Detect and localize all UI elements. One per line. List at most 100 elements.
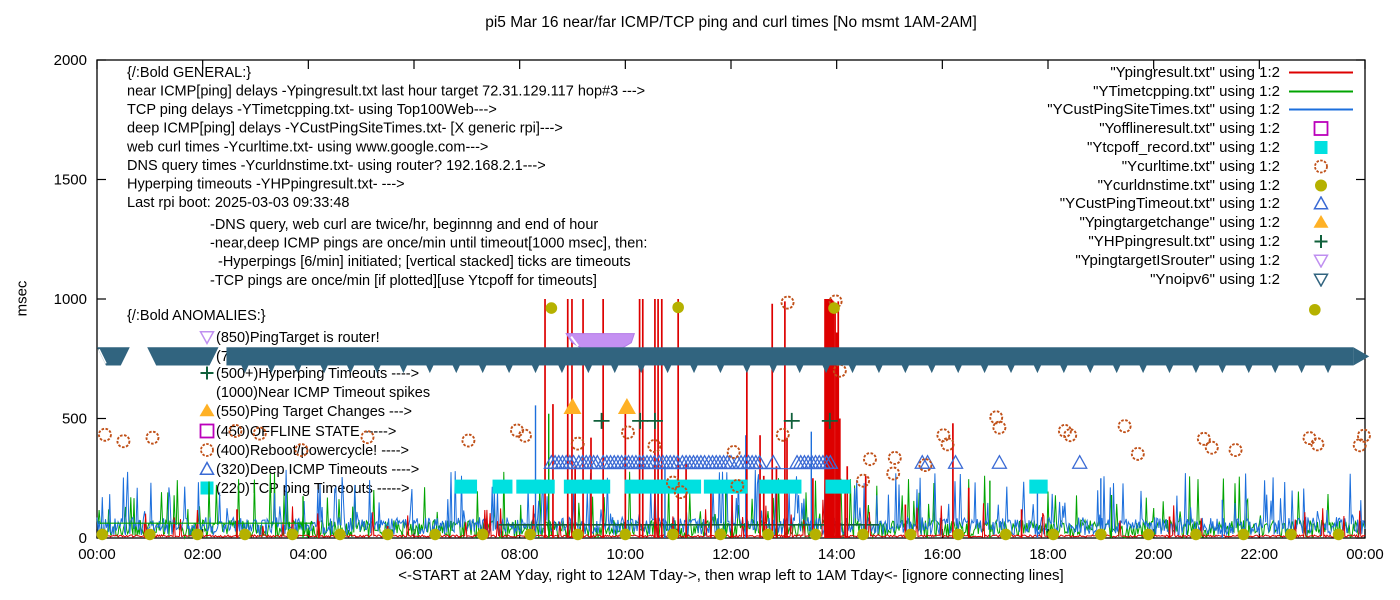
axes: 00:00 02:00 04:00 06:00 08:00 10:00 12:00 14:00… [54, 52, 1384, 563]
legend-label: "Ycurltime.txt" using 1:2 [1121, 157, 1280, 175]
target-change-marker-icon [199, 403, 215, 417]
tri-down-marker-icon [1313, 254, 1329, 268]
deep-timeout-marker-icon [1313, 196, 1329, 210]
dns-time-point-high [545, 302, 558, 314]
dns-time-point [96, 528, 109, 541]
noipv6-marker-tip [584, 364, 593, 374]
noipv6-band-piece [147, 347, 219, 366]
general-indented-line: -DNS query, web curl are twice/hr, begin… [210, 217, 598, 233]
legend-row: "Ynoipv6" using 1:2 [1047, 270, 1356, 289]
noipv6-marker-tip [1059, 364, 1068, 374]
legend-marker-circle-open [1314, 159, 1328, 174]
curl-time-point [518, 428, 532, 443]
y-tick-label: 0 [79, 530, 87, 547]
curl-time-point [145, 430, 160, 445]
dns-time-point [1190, 528, 1202, 541]
tcp-ping-trace [96, 471, 1366, 540]
noipv6-marker-tip [478, 364, 487, 374]
curl-time-point [228, 423, 243, 438]
curl-time-point [730, 478, 745, 493]
legend-row: "YTimetcpping.txt" using 1:2 [1047, 82, 1356, 101]
legend-marker-circle [1315, 179, 1327, 192]
legend-label: "Yofflineresult.txt" using 1:2 [1099, 120, 1280, 138]
dns-time-point-high [828, 302, 840, 314]
dns-time-point [619, 528, 632, 541]
dns-time-point [144, 528, 156, 541]
general-indented-line: -near,deep ICMP pings are once/min until… [210, 236, 647, 252]
annotations-layer: {/:Bold GENERAL:} near ICMP[ping] delays … [126, 65, 647, 497]
dns-time-point [999, 528, 1012, 541]
curl-time-point [936, 428, 951, 443]
tcpoff-segment [624, 479, 665, 494]
dns-time-point [1237, 528, 1250, 541]
dns-time-point [857, 528, 869, 541]
legend-marker-plus [1314, 235, 1328, 249]
legend-label: "YTimetcpping.txt" using 1:2 [1093, 82, 1280, 100]
curl-time-point [461, 433, 476, 448]
legend-row: "Ypingresult.txt" using 1:2 [1047, 63, 1356, 82]
dns-time-point [904, 528, 917, 541]
legend-row: "YHPpingresult.txt" using 1:2 [1047, 232, 1356, 251]
y-tick-label: 2000 [54, 52, 87, 69]
curl-time-point [1310, 437, 1325, 452]
x-tick-label: 00:00 [1346, 546, 1384, 563]
anomaly-line: (550)Ping Target Changes ---> [216, 404, 412, 420]
dns-time-point [476, 528, 489, 541]
deep-timeout-marker [765, 454, 782, 469]
curl-time-point [116, 434, 131, 449]
noipv6-marker-tip [610, 364, 619, 374]
general-line: Hyperping timeouts -YHPpingresult.txt- -… [127, 177, 405, 193]
noipv6-marker-tip [452, 364, 461, 374]
dns-marker-icon [1315, 179, 1327, 192]
anomalies-header: {/:Bold ANOMALIES:} [127, 308, 266, 324]
y-tick-label: 1500 [54, 172, 87, 189]
noipv6-marker-tip [716, 364, 725, 374]
anomaly-line: (400)Reboot/powercycle! ----> [216, 443, 409, 459]
curl-time-point [1063, 428, 1078, 443]
plot-title: pi5 Mar 16 near/far ICMP/TCP ping and cu… [485, 14, 977, 31]
noipv6-marker-tip [267, 364, 276, 374]
noipv6-marker-tip [425, 364, 434, 374]
noipv6-marker-tip [505, 364, 514, 374]
legend-row: "Ypingtargetchange" using 1:2 [1047, 213, 1356, 232]
legend-label: "YpingtargetISrouter" using 1:2 [1075, 251, 1280, 269]
noipv6-marker-tip [1007, 364, 1016, 374]
legend-marker-square [1314, 141, 1328, 155]
noipv6-marker-tip [1218, 364, 1227, 374]
anomaly-line: (1000)Near ICMP Timeout spikes [216, 385, 430, 401]
legend-marker-tri-up [1313, 215, 1329, 228]
dns-time-point [191, 528, 204, 541]
legend-row: "Ycurldnstime.txt" using 1:2 [1047, 176, 1356, 195]
noipv6-marker-tip [927, 364, 936, 374]
noipv6-marker-tip [795, 364, 804, 374]
legend-marker-tri-down-open [1313, 254, 1329, 268]
target-change-marker [563, 398, 582, 415]
curl-time-point [1117, 419, 1132, 434]
legend: "Ypingresult.txt" using 1:2 "YTimetcpping… [1047, 63, 1356, 289]
legend-row: "YCustPingSiteTimes.txt" using 1:2 [1047, 101, 1356, 120]
tri-down-marker-icon [199, 331, 215, 346]
anomaly-line: (320)Deep ICMP Timeouts ----> [216, 462, 419, 478]
curl-time-point [294, 443, 309, 457]
noipv6-marker-tip [1086, 364, 1095, 374]
curl-time-point [832, 363, 847, 378]
deep-timeout-marker-icon [199, 460, 215, 475]
isrouter-band-slash [570, 336, 579, 347]
noipv6-marker-tip [557, 364, 566, 374]
general-line: DNS query times -Ycurldnstime.txt- using… [127, 158, 546, 174]
deep-timeout-marker [822, 454, 839, 469]
x-tick-label: 08:00 [501, 546, 539, 563]
curl-time-point [1356, 428, 1371, 443]
curl-time-point [856, 473, 871, 488]
noipv6-marker-tip [954, 364, 963, 374]
legend-row: "Yofflineresult.txt" using 1:2 [1047, 119, 1356, 138]
dns-time-point [1285, 528, 1297, 541]
tcpoff-segment [703, 479, 748, 494]
curl-time-point [647, 439, 662, 453]
tcpoff-segment [825, 479, 851, 494]
general-line: Last rpi boot: 2025-03-03 09:33:48 [127, 195, 350, 211]
curl-time-point [775, 427, 790, 442]
legend-marker-tri-up-open [1313, 196, 1329, 210]
curl-time-point [621, 425, 635, 440]
curl-time-point [940, 437, 955, 452]
